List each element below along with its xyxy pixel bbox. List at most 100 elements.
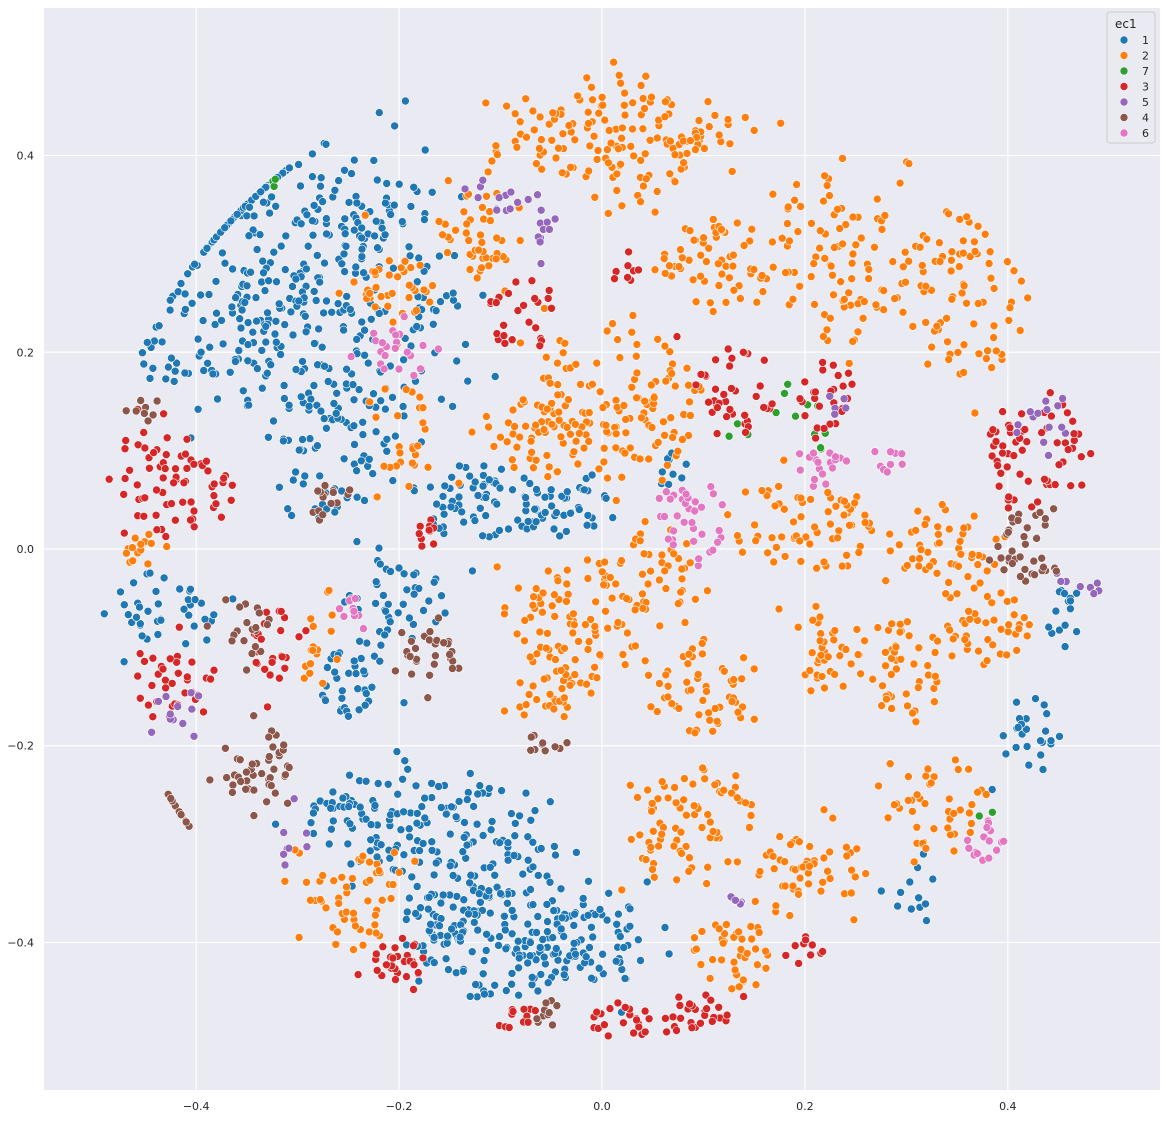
data-point <box>665 169 675 179</box>
data-point <box>369 389 378 399</box>
data-point <box>484 475 494 485</box>
data-point <box>670 783 679 792</box>
data-point <box>883 813 893 823</box>
data-point <box>893 901 902 911</box>
data-point <box>300 311 310 321</box>
y-tick-label: 0.2 <box>17 346 35 359</box>
data-point <box>1003 527 1013 537</box>
data-point <box>587 470 597 480</box>
data-point <box>582 73 592 83</box>
data-point <box>640 149 650 159</box>
data-point <box>885 546 895 556</box>
data-point <box>424 596 434 606</box>
data-point <box>544 462 554 472</box>
data-point <box>1053 401 1063 411</box>
data-point <box>386 210 395 219</box>
data-point <box>357 252 367 261</box>
data-point <box>298 357 307 366</box>
data-point <box>556 884 566 894</box>
data-point <box>528 600 538 610</box>
data-point <box>761 946 770 956</box>
data-point <box>560 338 570 348</box>
data-point <box>523 517 533 526</box>
data-point <box>494 941 503 950</box>
data-point <box>767 533 777 543</box>
data-point <box>657 777 667 786</box>
data-point <box>439 509 449 519</box>
data-point <box>878 681 887 691</box>
data-point <box>509 851 519 860</box>
data-point <box>474 889 484 899</box>
data-point <box>842 851 852 861</box>
data-point <box>504 524 513 534</box>
data-point <box>525 479 535 488</box>
data-point <box>262 797 271 807</box>
data-point <box>563 589 573 599</box>
data-point <box>671 798 681 808</box>
data-point <box>411 781 421 791</box>
data-point <box>729 675 739 684</box>
data-point <box>356 456 366 466</box>
data-point <box>500 925 510 935</box>
data-point <box>547 419 557 429</box>
data-point <box>308 646 318 655</box>
data-point <box>492 205 502 215</box>
data-point <box>723 344 733 354</box>
data-point <box>490 980 500 990</box>
data-point <box>1002 462 1012 472</box>
series-3 <box>104 247 1095 1041</box>
data-point <box>703 586 712 596</box>
data-point <box>240 298 250 307</box>
data-point <box>719 390 729 399</box>
data-point <box>478 481 488 491</box>
data-point <box>284 400 294 410</box>
data-point <box>382 960 391 970</box>
data-point <box>625 921 635 931</box>
data-point <box>412 306 421 315</box>
data-point <box>545 378 555 388</box>
data-point <box>675 1001 685 1010</box>
data-point <box>324 839 334 849</box>
data-point <box>923 359 933 369</box>
data-point <box>329 876 339 886</box>
data-point <box>942 313 951 323</box>
data-point <box>991 346 1001 356</box>
data-point <box>969 583 979 593</box>
data-point <box>440 481 450 491</box>
data-point <box>381 404 390 414</box>
data-point <box>630 605 640 615</box>
data-point <box>1017 445 1027 455</box>
data-point <box>571 949 580 959</box>
data-point <box>665 261 674 271</box>
data-point <box>853 650 863 659</box>
data-point <box>1015 326 1025 335</box>
data-point <box>543 927 552 936</box>
data-point <box>424 892 434 902</box>
data-point <box>259 197 268 207</box>
data-point <box>399 698 409 708</box>
data-point <box>830 670 839 679</box>
data-point <box>527 972 537 982</box>
data-point <box>707 1017 717 1026</box>
data-point <box>788 294 798 304</box>
data-point <box>767 399 777 409</box>
data-point <box>350 594 360 603</box>
data-point <box>193 334 203 344</box>
data-point <box>382 434 392 444</box>
data-point <box>251 293 261 302</box>
data-point <box>621 428 631 438</box>
data-point <box>711 355 720 365</box>
data-point <box>724 431 734 441</box>
data-point <box>183 269 192 279</box>
data-point <box>296 392 306 402</box>
data-point <box>1047 411 1056 421</box>
data-point <box>352 198 362 208</box>
data-point <box>280 265 290 274</box>
data-point <box>269 247 279 257</box>
data-point <box>742 949 752 958</box>
data-point <box>262 368 272 378</box>
data-point <box>660 112 670 121</box>
data-point <box>895 178 905 188</box>
data-point <box>442 938 452 948</box>
data-point <box>886 670 896 679</box>
